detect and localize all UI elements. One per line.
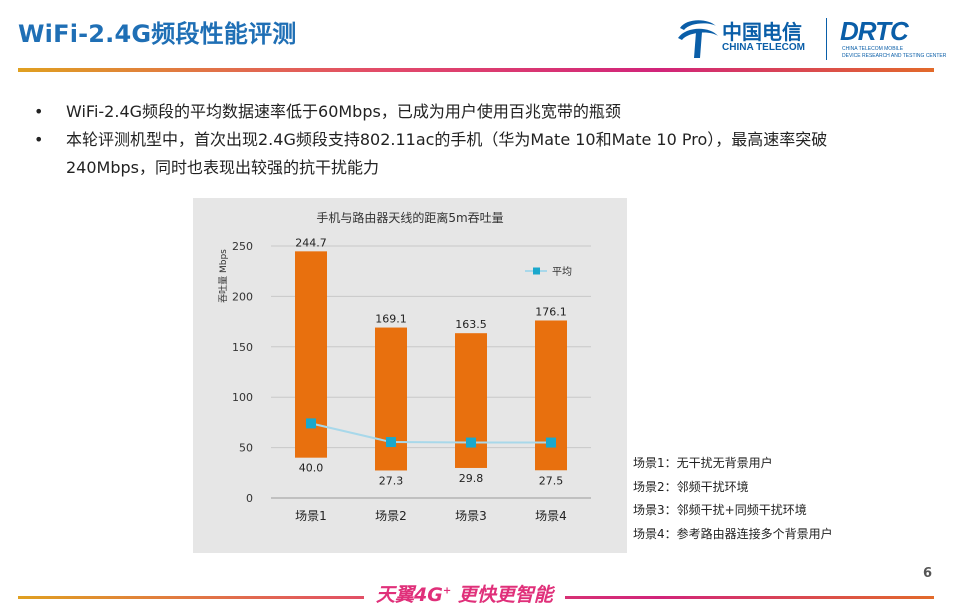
- y-tick-label: 100: [232, 391, 253, 404]
- x-tick-label: 场景1: [295, 509, 327, 523]
- average-marker: [466, 437, 476, 448]
- average-marker: [546, 437, 556, 448]
- range-bar: [375, 327, 407, 471]
- chart-svg: 手机与路由器天线的距离5m吞吐量 吞吐量 Mbps 0 50 100 150 200 25…: [218, 210, 591, 523]
- bullet-dot-icon: •: [34, 102, 44, 121]
- bullet-list: • WiFi-2.4G频段的平均数据速率低于60Mbps，已成为用户使用百兆宽带…: [34, 98, 914, 182]
- max-data-label: 169.1: [375, 313, 407, 326]
- china-telecom-name: 中国电信: [722, 20, 802, 44]
- min-data-label: 40.0: [299, 462, 324, 475]
- average-line: [310, 422, 551, 444]
- y-tick-label: 250: [232, 240, 253, 253]
- y-axis-label: 吞吐量 Mbps: [218, 249, 229, 303]
- min-data-label: 27.5: [539, 474, 564, 487]
- footer-slogan: 天翼4G+ 更快更智能: [364, 580, 565, 607]
- page-number: 6: [922, 566, 932, 581]
- range-bar: [535, 320, 567, 471]
- scenario-note: 场景2：邻频干扰环境: [633, 479, 749, 494]
- page-title: WiFi-2.4G频段性能评测: [18, 20, 297, 48]
- average-marker: [306, 418, 316, 429]
- bullet-text: WiFi-2.4G频段的平均数据速率低于60Mbps，已成为用户使用百兆宽带的瓶…: [66, 102, 621, 121]
- max-data-label: 176.1: [535, 305, 567, 318]
- bullet-dot-icon: •: [34, 130, 44, 149]
- slogan-main: 天翼4G: [376, 584, 443, 606]
- x-tick-label: 场景3: [455, 509, 487, 523]
- min-data-label: 29.8: [459, 472, 484, 485]
- max-data-label: 244.7: [295, 236, 327, 249]
- y-tick-label: 200: [232, 290, 253, 303]
- china-telecom-logo-icon: [678, 20, 718, 58]
- range-bar: [455, 333, 487, 468]
- scenario-note: 场景1：无干扰无背景用户: [633, 456, 773, 470]
- y-tick-label: 50: [239, 442, 253, 455]
- average-marker: [386, 437, 396, 448]
- scenario-note: 场景3：邻频干扰+同频干扰环境: [633, 503, 807, 517]
- chart-title: 手机与路由器天线的距离5m吞吐量: [316, 210, 503, 225]
- header-divider: [18, 68, 934, 72]
- drtc-logo: DRTC: [840, 16, 909, 46]
- bullet-text: 本轮评测机型中，首次出现2.4G频段支持802.11ac的手机（华为Mate 1…: [66, 130, 828, 177]
- drtc-subtitle-2: DEVICE RESEARCH AND TESTING CENTER: [842, 53, 947, 59]
- x-tick-label: 场景4: [535, 509, 567, 523]
- slogan-plus: +: [442, 585, 452, 597]
- throughput-chart: 手机与路由器天线的距离5m吞吐量 吞吐量 Mbps 0 50 100 150 200 25…: [193, 198, 627, 553]
- legend-marker: [533, 267, 540, 275]
- slogan-rest: 更快更智能: [451, 584, 553, 606]
- china-telecom-en: CHINA TELECOM: [722, 42, 805, 53]
- logo-divider: [826, 18, 827, 60]
- logo-area: 中国电信 CHINA TELECOM DRTC CHINA TELECOM MO…: [676, 12, 946, 66]
- y-tick-label: 150: [232, 341, 253, 354]
- drtc-subtitle-1: CHINA TELECOM MOBILE: [842, 46, 904, 52]
- bullet-item: • 本轮评测机型中，首次出现2.4G频段支持802.11ac的手机（华为Mate…: [34, 126, 914, 182]
- bullet-item: • WiFi-2.4G频段的平均数据速率低于60Mbps，已成为用户使用百兆宽带…: [34, 98, 914, 126]
- y-tick-label: 0: [246, 492, 253, 505]
- min-data-label: 27.3: [379, 474, 404, 487]
- max-data-label: 163.5: [455, 318, 487, 331]
- legend-label: 平均: [552, 266, 572, 278]
- scenario-note: 场景4：参考路由器连接多个背景用户: [633, 526, 833, 541]
- scenario-notes: 场景1：无干扰无背景用户 场景2：邻频干扰环境 场景3：邻频干扰+同频干扰环境 …: [633, 452, 833, 546]
- x-tick-label: 场景2: [375, 509, 407, 523]
